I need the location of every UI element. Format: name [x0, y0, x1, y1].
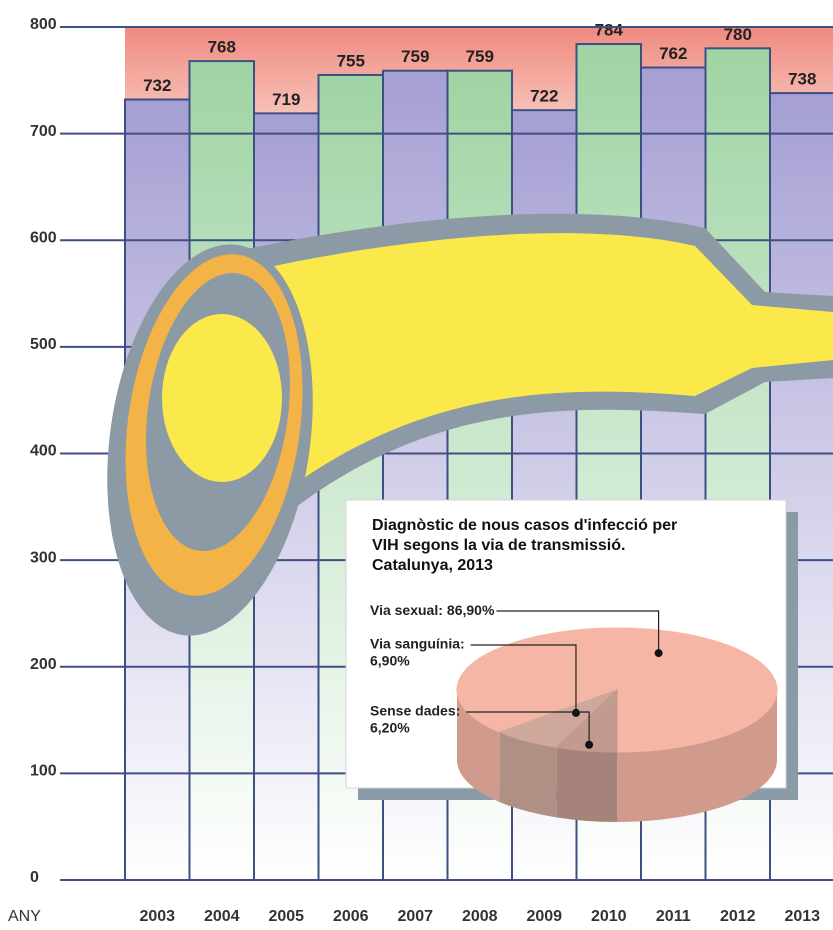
pie-side: [499, 732, 557, 818]
value-label: 759: [466, 47, 494, 66]
value-label: 738: [788, 70, 816, 89]
y-tick-label: 300: [30, 549, 57, 566]
pie-side: [556, 747, 617, 822]
pie-value-label: 6,90%: [370, 653, 410, 669]
y-tick-label: 400: [30, 443, 57, 460]
x-tick-label: 2012: [720, 908, 756, 925]
leader-line: [466, 711, 590, 745]
pie-category: Via sexual:: [370, 602, 443, 618]
pie-side: [617, 690, 777, 822]
value-label: 732: [143, 76, 171, 95]
y-tick-label: 600: [30, 229, 57, 246]
value-label: 768: [208, 38, 236, 57]
pie-title: Diagnòstic de nous casos d'infecció per …: [372, 517, 678, 574]
x-axis-label: ANY: [8, 908, 41, 925]
pie-side: [457, 690, 500, 803]
y-tick-label: 0: [30, 869, 39, 886]
pie-label: Via sexual: 86,90%: [370, 602, 495, 618]
pie-category: Via sanguínia:: [370, 636, 465, 652]
value-label: 780: [724, 25, 752, 44]
y-tick-label: 200: [30, 656, 57, 673]
x-tick-label: 2005: [268, 908, 304, 925]
x-tick-label: 2008: [462, 908, 498, 925]
pie-category: Sense dades:: [370, 703, 460, 719]
pie-value-label: 6,20%: [370, 720, 410, 736]
value-label: 784: [595, 21, 624, 40]
y-tick-label: 700: [30, 123, 57, 140]
y-tick-label: 500: [30, 336, 57, 353]
x-tick-label: 2003: [139, 908, 175, 925]
x-tick-label: 2007: [397, 908, 433, 925]
x-tick-label: 2011: [656, 908, 691, 925]
leader-line: [470, 644, 577, 713]
y-tick-label: 800: [30, 16, 57, 33]
value-label: 759: [401, 47, 429, 66]
x-tick-label: 2004: [204, 908, 240, 925]
leader-line: [496, 610, 660, 654]
x-tick-label: 2010: [591, 908, 627, 925]
value-label: 755: [337, 51, 365, 70]
condom-illustration: [107, 213, 833, 636]
x-tick-label: 2009: [526, 908, 562, 925]
x-tick-label: 2006: [333, 908, 369, 925]
x-tick-label: 2013: [784, 908, 820, 925]
pie-slice: [555, 688, 618, 753]
leader-dot: [585, 740, 594, 749]
leader-dot: [571, 708, 580, 717]
value-label: 722: [530, 87, 558, 106]
pie-value-label: 86,90%: [447, 602, 495, 618]
value-label: 719: [272, 90, 300, 109]
leader-dot: [654, 649, 663, 658]
y-tick-label: 100: [30, 763, 57, 780]
value-label: 762: [659, 44, 687, 63]
